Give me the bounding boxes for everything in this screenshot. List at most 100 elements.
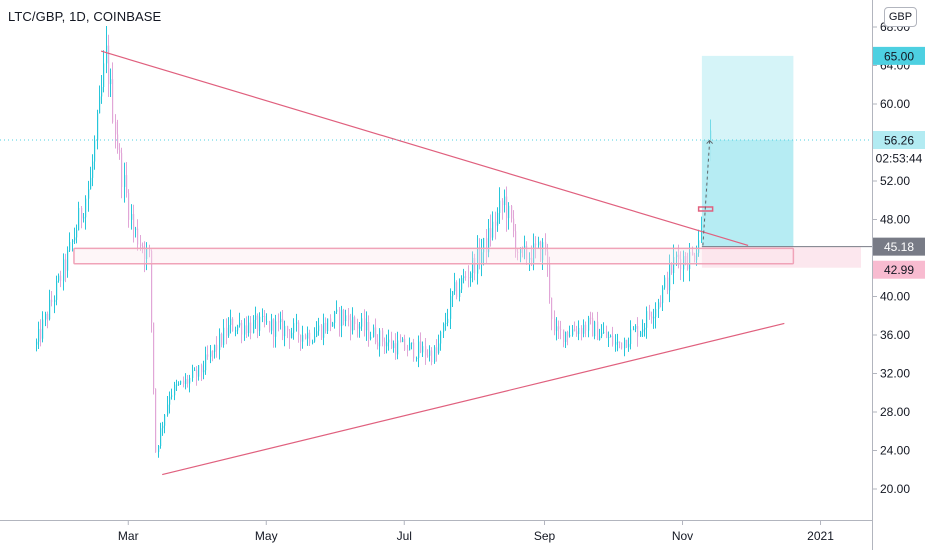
candle (377, 334, 379, 350)
candle (538, 236, 540, 249)
candle (81, 206, 83, 229)
candle-body (323, 322, 325, 338)
candle-body (162, 425, 164, 429)
candle-body (314, 336, 316, 342)
candle-body (246, 325, 248, 334)
candle-body (112, 79, 114, 123)
candle-body (490, 228, 492, 238)
candle (103, 50, 105, 93)
candle (298, 320, 300, 343)
candle (115, 114, 117, 149)
candle-body (99, 96, 101, 114)
candle (640, 330, 642, 337)
candle-body (223, 327, 225, 345)
candle (293, 318, 295, 340)
candle (465, 271, 467, 281)
candle (219, 328, 221, 360)
candle (144, 241, 146, 273)
candle-body (535, 243, 537, 246)
candle-body (90, 177, 92, 190)
candle-body (221, 333, 223, 345)
candle-body (359, 326, 361, 329)
candle-body (300, 334, 302, 342)
candle-body (76, 230, 78, 238)
candle-body (273, 319, 275, 337)
candle (135, 226, 137, 238)
candle-body (131, 214, 133, 220)
candle-body (662, 287, 664, 303)
y-tick-label: 60.00 (880, 97, 910, 111)
candle (366, 311, 368, 341)
candle-body (685, 256, 687, 264)
current-price-label: 45.18 (884, 240, 914, 254)
candle (520, 247, 522, 263)
candle (312, 339, 314, 345)
candle-body (626, 339, 628, 348)
y-tick-label: 52.00 (880, 174, 910, 188)
candle-body (558, 326, 560, 330)
candle (411, 342, 413, 350)
candle (302, 325, 304, 349)
candle (545, 233, 547, 256)
candle (38, 321, 40, 349)
candle (216, 336, 218, 358)
candle (76, 224, 78, 244)
candle (452, 291, 454, 308)
candle (549, 256, 551, 304)
candle (230, 309, 232, 334)
candle-body (420, 341, 422, 353)
candle (461, 275, 463, 294)
candle-body (307, 332, 309, 339)
candle (440, 330, 442, 351)
candle-body (158, 445, 160, 452)
candle (583, 319, 585, 338)
candle-body (689, 251, 691, 269)
candle (463, 268, 465, 284)
candle-body (67, 250, 69, 271)
candle (409, 337, 411, 351)
candle (436, 339, 438, 362)
candle-body (560, 329, 562, 331)
candle (662, 285, 664, 311)
candle (334, 310, 336, 329)
candle (332, 321, 334, 327)
candle-body (339, 309, 341, 327)
candle (56, 275, 58, 306)
candle-body (404, 338, 406, 350)
candle-body (687, 263, 689, 269)
candle-body (312, 341, 314, 344)
candle-body (264, 315, 266, 322)
candle-body (556, 326, 558, 331)
candle (350, 313, 352, 341)
candle-body (239, 322, 241, 326)
candle (185, 373, 187, 390)
candle-body (658, 302, 660, 309)
candle (610, 334, 612, 338)
candle (97, 109, 99, 150)
candle-body (364, 318, 366, 331)
candle-body (698, 240, 700, 253)
candle-body (316, 331, 318, 337)
candle-body (413, 342, 415, 359)
candle (370, 331, 372, 341)
currency-button[interactable]: GBP (884, 7, 917, 27)
candle-body (350, 320, 352, 331)
candle (330, 314, 332, 332)
candle (606, 325, 608, 339)
candle (547, 243, 549, 277)
ascending-trendline[interactable] (162, 322, 785, 476)
candle-body (547, 251, 549, 265)
candle-body (54, 299, 56, 302)
candle-body (520, 247, 522, 254)
candle-body (318, 325, 320, 332)
candle-body (343, 309, 345, 322)
descending-trendline[interactable] (100, 50, 749, 247)
candle (560, 320, 562, 340)
candle-body (269, 321, 271, 331)
candle (54, 295, 56, 314)
candle-body (133, 214, 135, 230)
candle-body (477, 247, 479, 274)
candle (176, 379, 178, 391)
